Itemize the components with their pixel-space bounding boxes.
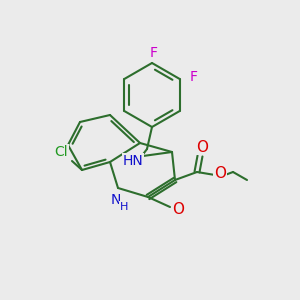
Text: HN: HN bbox=[123, 154, 143, 168]
Text: F: F bbox=[150, 46, 158, 60]
Text: O: O bbox=[172, 202, 184, 217]
Text: N: N bbox=[111, 193, 121, 207]
Text: F: F bbox=[190, 70, 198, 84]
Text: O: O bbox=[214, 167, 226, 182]
Text: H: H bbox=[120, 202, 128, 212]
Text: Cl: Cl bbox=[54, 145, 68, 159]
Text: O: O bbox=[196, 140, 208, 154]
